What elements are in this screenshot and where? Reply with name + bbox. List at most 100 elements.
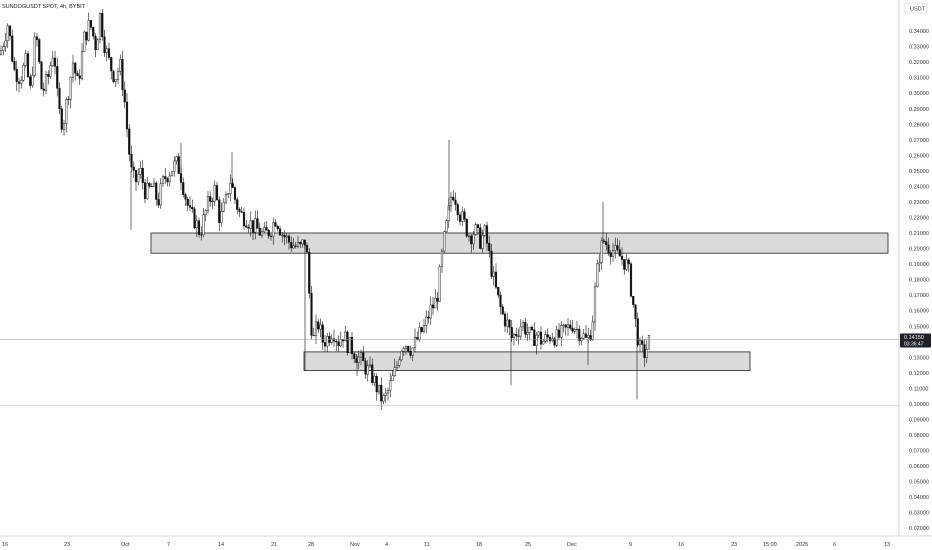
candle-body	[551, 338, 554, 342]
candle-body	[350, 336, 354, 354]
candle-body	[29, 76, 32, 86]
candle-body	[94, 35, 97, 50]
y-tick-label: 0.03000	[909, 511, 929, 517]
candle-body	[238, 209, 241, 212]
candle-body	[245, 225, 248, 228]
y-tick-label: 0.12000	[909, 371, 929, 377]
candle-body	[220, 210, 223, 223]
candle-body	[11, 35, 14, 62]
candle-body	[305, 244, 309, 253]
candle-body	[395, 365, 399, 369]
candle-body	[60, 108, 63, 130]
candle-body	[537, 331, 540, 336]
candle-body	[323, 342, 327, 347]
candle-body	[314, 321, 318, 336]
candle-body	[553, 338, 556, 346]
candle-body	[24, 53, 27, 66]
support-resistance-zones	[150, 232, 889, 371]
candle-body	[404, 346, 408, 349]
candle-body	[470, 235, 473, 245]
candle-body	[335, 340, 338, 343]
candle-body	[330, 338, 333, 343]
candle-body	[211, 200, 214, 203]
candle-body	[465, 219, 468, 237]
x-tick-label: 6	[833, 542, 836, 548]
candle-body	[427, 316, 430, 319]
y-tick-label: 0.29000	[909, 107, 929, 113]
candle-body	[643, 344, 646, 358]
candle-body	[285, 235, 288, 238]
x-tick-label: Nov	[350, 542, 360, 548]
candle-body	[641, 340, 644, 345]
candle-body	[362, 352, 365, 362]
candle-body	[458, 214, 462, 222]
candle-body	[431, 304, 435, 309]
candle-body	[51, 57, 54, 66]
candle-body	[121, 59, 124, 91]
candle-body	[229, 183, 232, 194]
y-tick-label: 0.17000	[909, 293, 929, 299]
candle-body	[573, 329, 576, 332]
y-tick-label: 0.04000	[909, 495, 929, 501]
price-axis-labels: 0.34000 0.33000 0.32000 0.31000 0.30000 0.290…	[909, 29, 929, 532]
candle-body	[150, 185, 153, 188]
candle-body	[177, 156, 180, 174]
candle-body	[375, 376, 378, 393]
candle-body	[512, 334, 516, 339]
candle-body	[308, 251, 311, 294]
x-tick-label: 4	[385, 542, 388, 548]
candle-body	[67, 99, 70, 101]
candle-body	[101, 12, 104, 38]
candle-body	[4, 40, 7, 47]
candle-body	[578, 328, 581, 341]
y-tick-label: 0.21000	[909, 231, 929, 237]
candle-body	[506, 319, 509, 327]
candle-body	[146, 183, 149, 199]
candle-body	[71, 62, 75, 78]
candle-body	[258, 227, 261, 236]
y-tick-label: 0.11000	[909, 386, 928, 392]
candle-body	[409, 350, 412, 356]
candle-body	[96, 39, 99, 50]
candle-body	[402, 348, 405, 352]
candle-body	[202, 214, 205, 236]
candle-body	[364, 360, 367, 375]
y-tick-label: 0.19000	[909, 262, 929, 268]
candle-body	[386, 390, 390, 394]
candle-body	[598, 262, 601, 265]
candle-body	[422, 325, 426, 332]
candle-body	[575, 328, 579, 330]
candle-body	[589, 335, 592, 340]
candle-body	[353, 353, 356, 359]
candle-body	[443, 231, 446, 252]
candle-body	[78, 75, 81, 79]
time-axis-labels: 16 23 Oct 7 14 21 28 Nov 4 11 18 25 Dec 9 16 23 15:00 202…	[2, 542, 890, 548]
candle-body	[632, 295, 635, 305]
candle-body	[17, 81, 21, 84]
candle-body	[366, 365, 369, 375]
x-tick-label: 11	[424, 542, 430, 548]
currency-box[interactable]	[904, 2, 928, 14]
candle-body	[272, 222, 275, 237]
candle-body	[254, 218, 257, 233]
candle-body	[445, 220, 448, 232]
price-lines	[0, 339, 899, 406]
candle-body	[33, 36, 36, 76]
candle-body	[605, 241, 608, 246]
candle-body	[357, 356, 360, 363]
candle-body	[499, 294, 502, 307]
candle-body	[645, 348, 648, 358]
x-tick-label: 28	[308, 542, 314, 548]
candle-body	[438, 266, 441, 302]
candle-body	[119, 59, 122, 72]
candle-body	[398, 359, 401, 366]
candle-body	[339, 339, 342, 347]
candle-body	[519, 326, 522, 337]
candle-body	[582, 333, 585, 339]
candle-body	[416, 337, 419, 340]
y-tick-label: 0.09000	[909, 418, 929, 424]
x-tick-label: 25	[525, 542, 531, 548]
y-tick-label: 0.08000	[909, 433, 929, 439]
candle-body	[182, 182, 185, 196]
